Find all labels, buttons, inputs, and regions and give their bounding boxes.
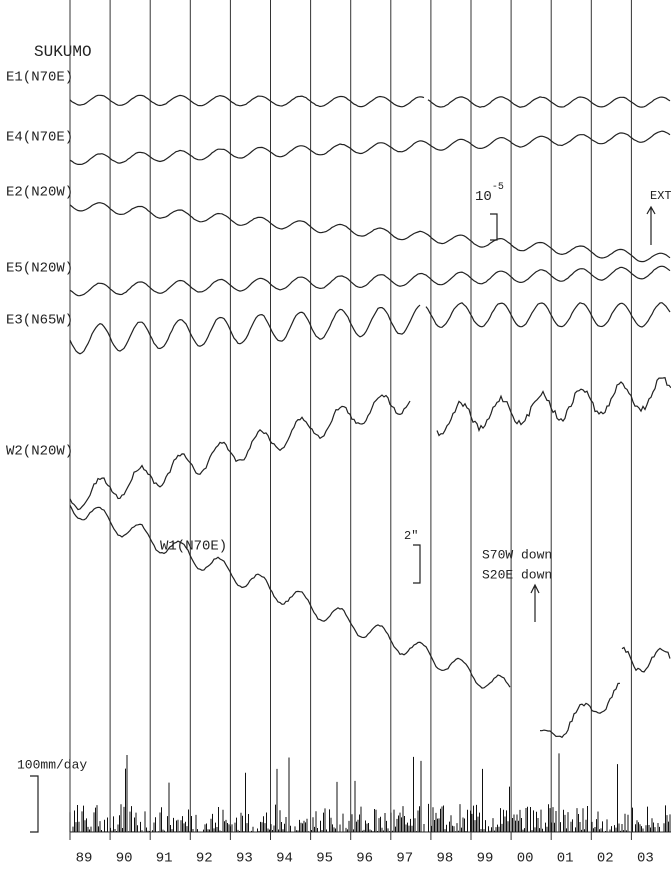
strain-trace	[69, 265, 671, 297]
strain-trace	[69, 304, 421, 355]
strain-trace	[69, 504, 511, 689]
tilt-scale: 2"	[404, 529, 418, 543]
tilt-note: S20E down	[482, 567, 552, 582]
ext-arrow	[646, 205, 656, 245]
year-label: 02	[597, 851, 614, 867]
year-label: 92	[196, 851, 213, 867]
strain-trace	[539, 682, 621, 739]
year-label: 96	[356, 851, 373, 867]
year-label: 01	[557, 851, 574, 867]
year-label: 91	[156, 851, 173, 867]
year-label: 90	[116, 851, 133, 867]
strain-trace	[69, 130, 671, 165]
year-label: 93	[236, 851, 253, 867]
strain-trace	[436, 377, 671, 437]
strain-scale: 10-5	[475, 182, 504, 205]
strain-trace	[69, 394, 411, 511]
trace-label: E5(N20W)	[6, 261, 73, 277]
strain-trace	[69, 202, 671, 263]
trace-label: W2(N20W)	[6, 444, 73, 460]
year-label: 99	[477, 851, 494, 867]
strain-scale-base: 10	[475, 189, 492, 205]
year-label: 03	[637, 851, 654, 867]
trace-label: E4(N70E)	[6, 130, 73, 146]
station-title: SUKUMO	[34, 43, 92, 61]
strain-trace	[621, 646, 671, 673]
year-label: 98	[436, 851, 453, 867]
strain-trace	[425, 302, 671, 328]
tilt-scale-bar	[413, 544, 421, 584]
trace-label: E3(N65W)	[6, 313, 73, 329]
year-label: 95	[316, 851, 333, 867]
trace-label: E2(N20W)	[6, 185, 73, 201]
year-label: 94	[276, 851, 293, 867]
rain-scale: 100mm/day	[17, 757, 87, 772]
strain-scale-bar	[490, 213, 498, 241]
year-label: 00	[517, 851, 534, 867]
strain-trace	[69, 94, 425, 108]
strain-scale-exponent: -5	[492, 182, 504, 193]
tilt-note: S70W down	[482, 547, 552, 562]
ext-label: EXT	[650, 189, 671, 203]
strain-trace	[427, 96, 671, 108]
year-label: 97	[396, 851, 413, 867]
rain-scale-bar	[30, 775, 39, 833]
trace-label: E1(N70E)	[6, 70, 73, 86]
year-label: 89	[76, 851, 93, 867]
tilt-arrow	[530, 583, 540, 622]
